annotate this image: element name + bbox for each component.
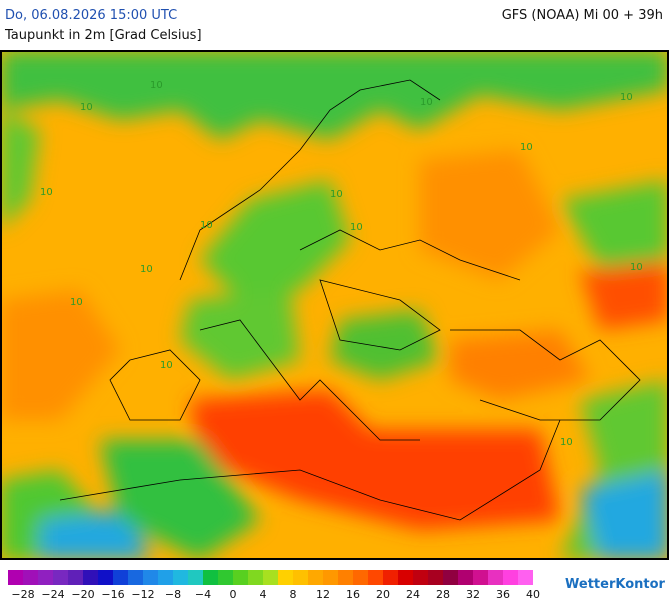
color-swatch — [323, 570, 338, 585]
colorbar-label: −4 — [195, 588, 211, 600]
color-swatch — [488, 570, 503, 585]
color-swatch — [503, 570, 518, 585]
colorbar-label: −16 — [101, 588, 124, 600]
color-swatch — [158, 570, 173, 585]
color-swatch — [413, 570, 428, 585]
colorbar-label: 28 — [436, 588, 450, 600]
color-swatch — [188, 570, 203, 585]
colorbar-label: 24 — [406, 588, 420, 600]
contour-label: 10 — [200, 220, 213, 231]
colorbar: −28 −24 −20 −16 −12 −8 −4 0 4 8 12 16 20 24 28 32 36 40 — [8, 570, 540, 601]
field — [1, 51, 668, 559]
color-swatch — [218, 570, 233, 585]
contour-label: 10 — [40, 187, 53, 198]
color-swatch — [293, 570, 308, 585]
datetime: Do, 06.08.2026 15:00 UTC — [5, 8, 177, 23]
contour-label: 10 — [330, 189, 343, 200]
color-swatch — [128, 570, 143, 585]
contour-label: 10 — [560, 437, 573, 448]
color-swatch — [23, 570, 38, 585]
map — [1, 51, 668, 559]
colorbar-label: 0 — [230, 588, 237, 600]
color-swatch — [263, 570, 278, 585]
brand-logo: WetterKontor — [565, 577, 666, 592]
color-swatch — [458, 570, 473, 585]
color-swatch — [68, 570, 83, 585]
color-swatch — [473, 570, 488, 585]
variable: Taupunkt in 2m [Grad Celsius] — [4, 28, 202, 43]
color-swatch — [518, 570, 533, 585]
contour-label: 10 — [620, 92, 633, 103]
color-swatch — [353, 570, 368, 585]
colorbar-label: −12 — [131, 588, 154, 600]
color-swatch — [38, 570, 53, 585]
contour-label: 10 — [630, 262, 643, 273]
color-swatch — [8, 570, 23, 585]
color-swatch — [248, 570, 263, 585]
color-swatch — [398, 570, 413, 585]
contour-label: 10 — [150, 80, 163, 91]
color-swatch — [428, 570, 443, 585]
color-swatch — [338, 570, 353, 585]
contour-label: 10 — [420, 97, 433, 108]
colorbar-label: −8 — [165, 588, 181, 600]
color-swatch — [83, 570, 98, 585]
color-swatch — [368, 570, 383, 585]
contour-label: 10 — [140, 264, 153, 275]
colorbar-label: 16 — [346, 588, 360, 600]
color-swatch — [233, 570, 248, 585]
colorbar-label: 12 — [316, 588, 330, 600]
color-swatch — [203, 570, 218, 585]
contour-label: 10 — [70, 297, 83, 308]
colorbar-label: 40 — [526, 588, 540, 600]
contour-label: 10 — [350, 222, 363, 233]
color-swatch — [113, 570, 128, 585]
map-frame — [0, 50, 669, 560]
contour-label: 10 — [80, 102, 93, 113]
color-swatch — [278, 570, 293, 585]
contour-label: 10 — [520, 142, 533, 153]
colorbar-label: 32 — [466, 588, 480, 600]
colorbar-label: −28 — [11, 588, 34, 600]
color-swatch — [383, 570, 398, 585]
color-swatch — [53, 570, 68, 585]
color-swatch — [308, 570, 323, 585]
colorbar-label: 4 — [260, 588, 267, 600]
colorbar-label: 20 — [376, 588, 390, 600]
color-swatch — [98, 570, 113, 585]
borders — [59, 79, 641, 521]
colorbar-label: −24 — [41, 588, 64, 600]
color-swatch — [143, 570, 158, 585]
color-swatch — [173, 570, 188, 585]
color-swatch — [443, 570, 458, 585]
contour-label: 10 — [160, 360, 173, 371]
model-run: GFS (NOAA) Mi 00 + 39h — [502, 8, 663, 23]
colorbar-label: 36 — [496, 588, 510, 600]
colorbar-label: 8 — [290, 588, 297, 600]
colorbar-label: −20 — [71, 588, 94, 600]
